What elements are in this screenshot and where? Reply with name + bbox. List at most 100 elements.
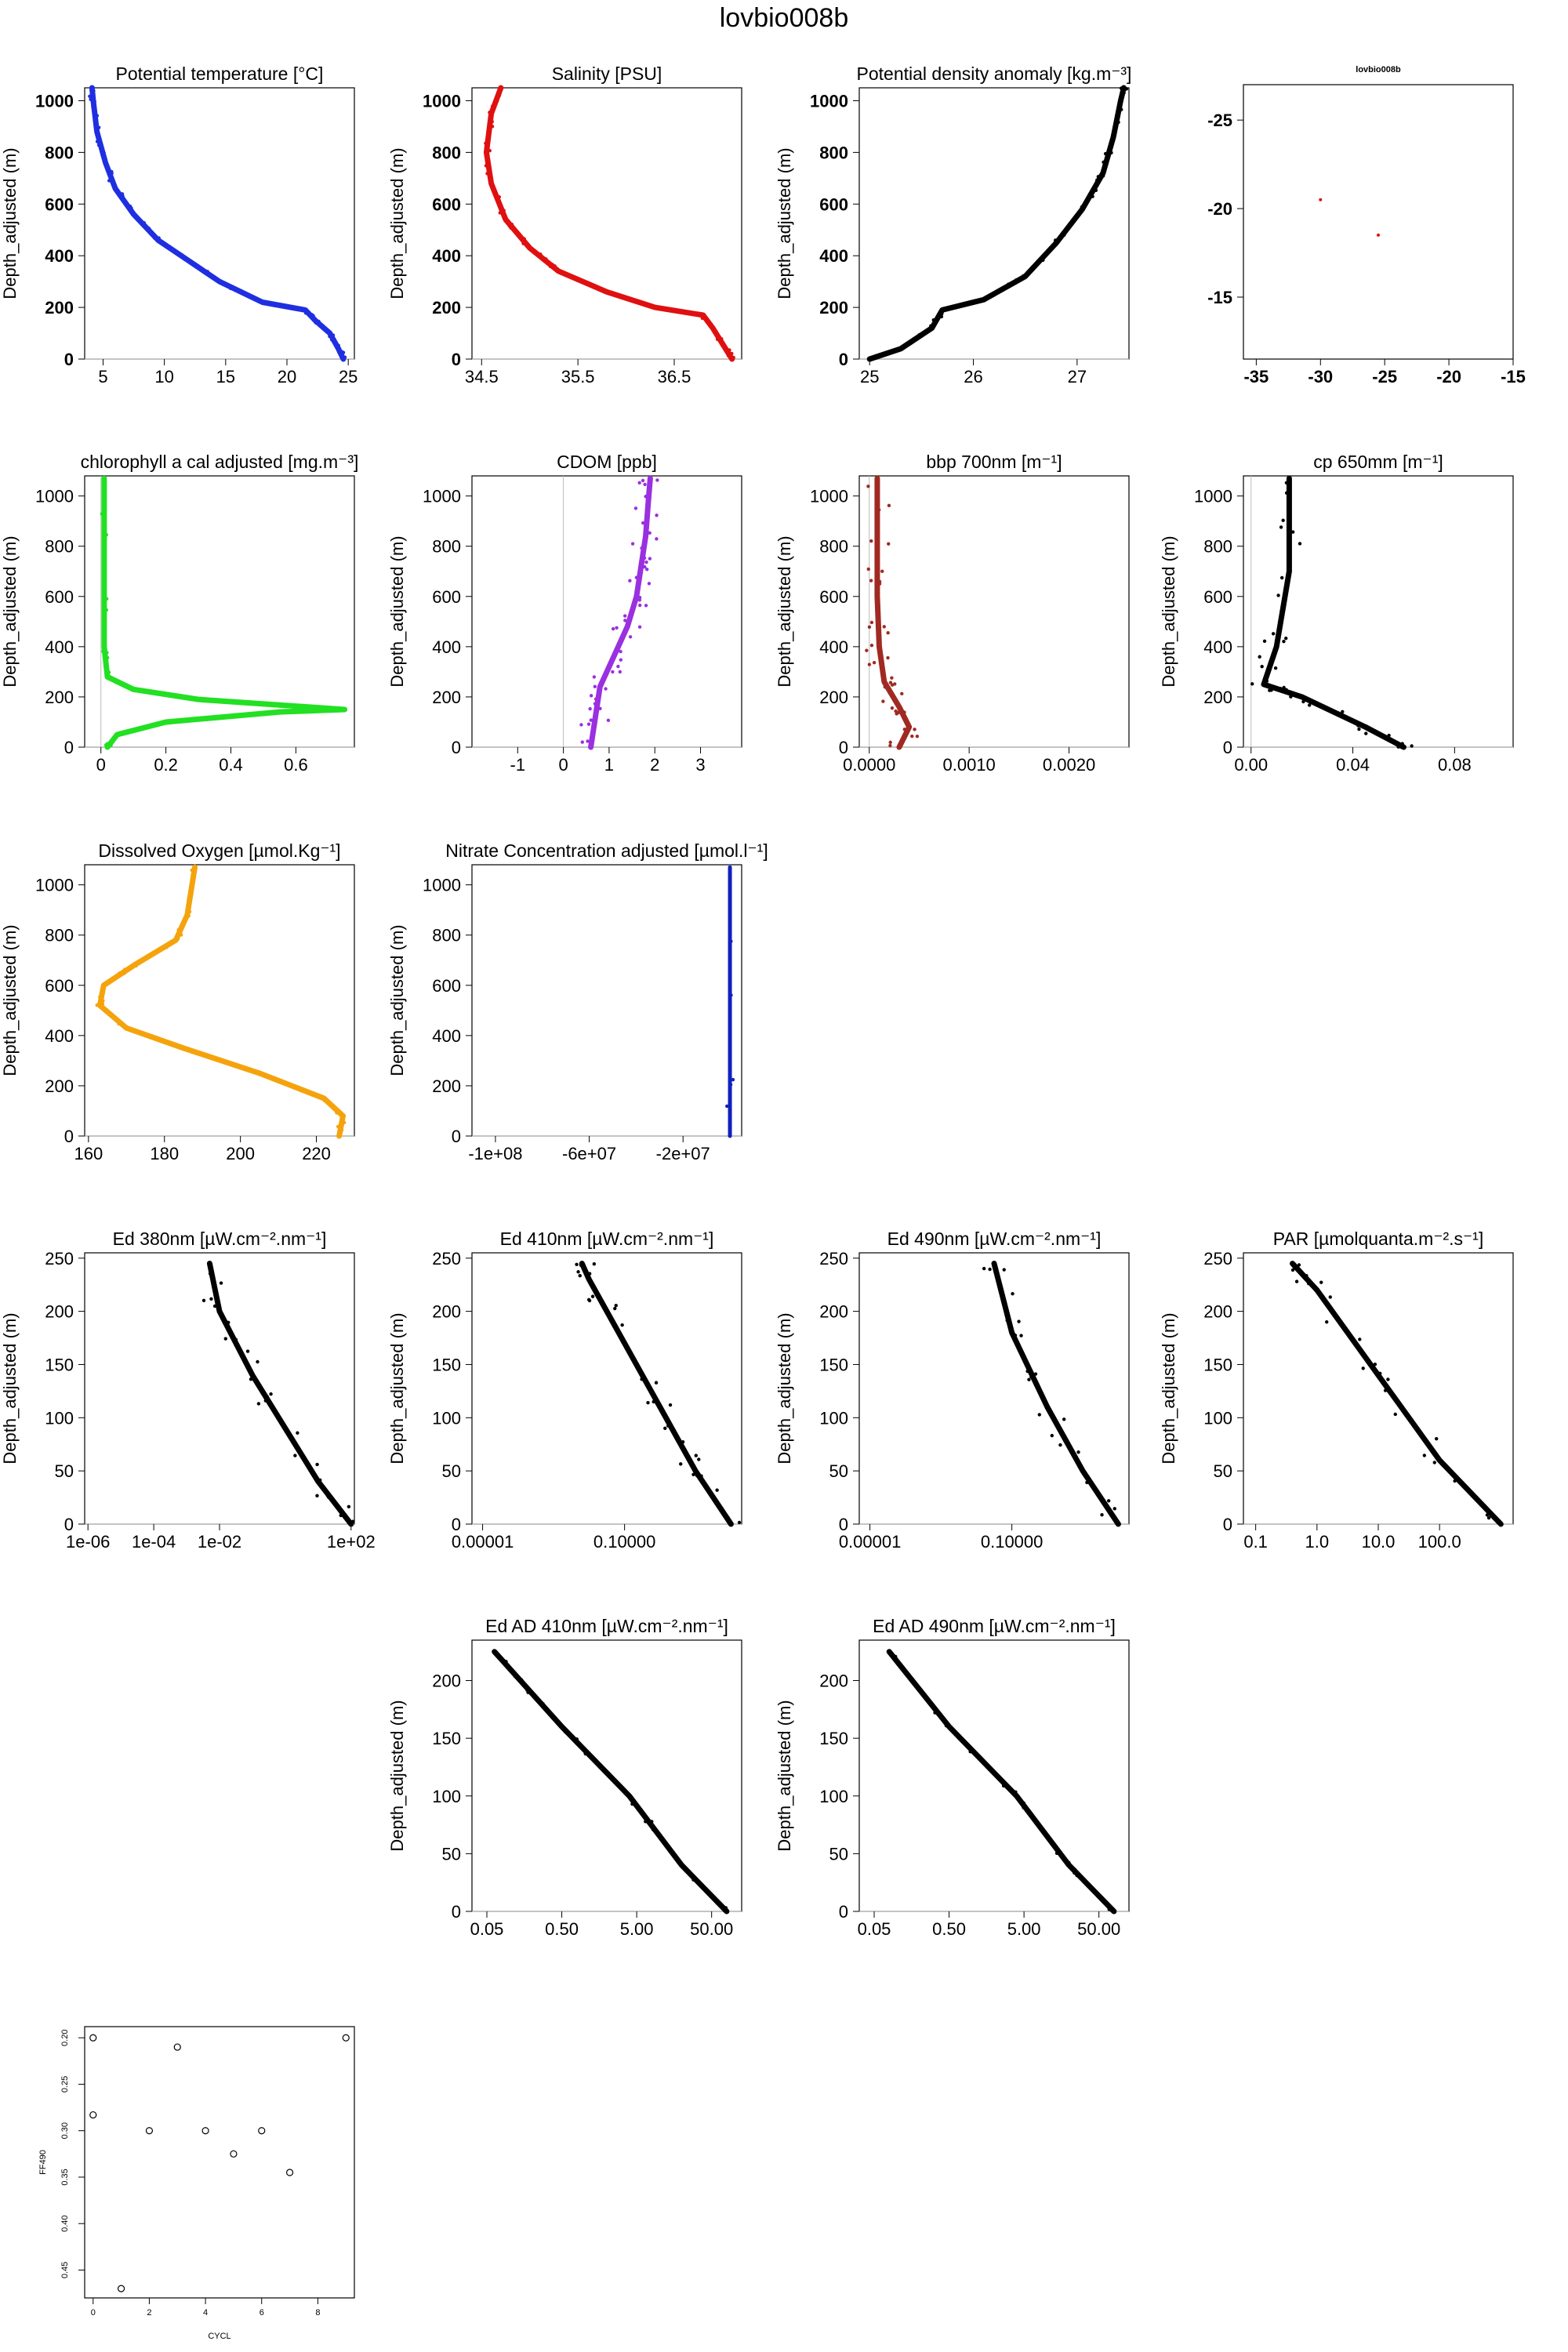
data-point (326, 1495, 331, 1499)
data-point (890, 683, 895, 687)
data-point (1031, 267, 1035, 272)
data-point (630, 1802, 634, 1806)
data-point (1383, 1388, 1388, 1392)
y-tick-label: 200 (432, 298, 461, 318)
data-point (715, 331, 719, 335)
y-axis-label: FF490 (38, 2150, 48, 2175)
y-tick-label: 250 (819, 1249, 848, 1269)
data-point (931, 318, 936, 322)
data-point (310, 313, 314, 317)
data-point (488, 149, 492, 153)
x-tick-label: 220 (302, 1144, 331, 1163)
y-tick-label: 200 (1203, 688, 1232, 707)
data-point (513, 1674, 517, 1679)
data-point (694, 1454, 698, 1457)
panel-title: Nitrate Concentration adjusted [µmol.l⁻¹… (445, 840, 768, 861)
panel-6: CDOM [ppb] Depth_adjusted (m) -1 0 1 2 3 0 200 40… (387, 452, 742, 775)
data-point (1017, 1319, 1021, 1323)
data-point (1033, 1372, 1038, 1376)
data-point (575, 1262, 579, 1266)
data-point (637, 595, 642, 600)
panel-title: bbp 700nm [m⁻¹] (926, 452, 1062, 472)
profile-line (579, 1261, 734, 1527)
data-point (877, 508, 881, 512)
x-tick-label: 5 (98, 367, 107, 387)
data-point (339, 1513, 343, 1518)
y-tick-label: 0 (1223, 738, 1232, 757)
panel-5: chlorophyll a cal adjusted [mg.m⁻³] Depth… (0, 452, 358, 775)
panel-9: Dissolved Oxygen [µmol.Kg⁻¹] Depth_adjust… (0, 840, 355, 1163)
data-point (318, 1479, 321, 1483)
data-point (103, 1009, 107, 1013)
y-tick-label: 1000 (1194, 487, 1232, 506)
data-point (160, 240, 164, 245)
data-point (289, 704, 293, 708)
y-tick-label: 1000 (423, 487, 461, 506)
data-point (1396, 745, 1400, 749)
data-point (699, 313, 702, 317)
data-point (96, 143, 101, 147)
y-axis-label: Depth_adjusted (m) (0, 1312, 20, 1464)
data-point (315, 1494, 319, 1498)
profile-line (492, 1649, 730, 1915)
data-point (588, 706, 592, 711)
data-point (640, 1377, 644, 1381)
data-point (105, 651, 109, 655)
data-point (637, 625, 642, 629)
x-tick-label: 0.05 (470, 1919, 504, 1939)
data-point (343, 355, 347, 359)
data-point (485, 156, 489, 161)
x-tick-label: 0.0020 (1043, 755, 1095, 775)
data-point (187, 914, 191, 918)
data-point (611, 626, 615, 631)
y-tick-label: 0.20 (60, 2030, 70, 2046)
data-point (1012, 1791, 1016, 1795)
profile-line (991, 1261, 1121, 1527)
data-point (1001, 1784, 1006, 1788)
y-tick-label: 800 (45, 537, 74, 557)
data-point (1050, 1433, 1054, 1438)
data-point (895, 712, 898, 716)
data-point (589, 694, 593, 698)
data-point (1059, 1853, 1063, 1857)
x-tick-label: 0.4 (219, 755, 243, 775)
data-point (219, 1281, 223, 1285)
data-point (201, 2127, 209, 2135)
data-point (580, 740, 584, 744)
data-point (960, 303, 964, 308)
data-point (681, 1439, 685, 1444)
data-point (668, 1403, 673, 1407)
data-point (111, 180, 115, 184)
data-point (152, 236, 157, 240)
data-point (490, 125, 495, 129)
data-point (208, 1272, 212, 1276)
data-point (666, 1424, 670, 1428)
data-point (619, 649, 622, 654)
x-tick-label: 0.10000 (593, 1532, 656, 1552)
data-point (875, 564, 879, 568)
data-point (163, 242, 168, 246)
data-point (179, 928, 183, 932)
data-point (1096, 175, 1101, 179)
data-point (586, 722, 591, 726)
y-tick-label: 200 (432, 1076, 461, 1096)
data-point (630, 542, 635, 546)
panel-16: Ed AD 490nm [µW.cm⁻².nm⁻¹] Depth_adjusted… (775, 1616, 1130, 1939)
data-point (578, 1273, 582, 1278)
data-point (225, 1060, 229, 1064)
data-point (1100, 1512, 1104, 1517)
data-point (308, 1091, 312, 1094)
profile-line (588, 475, 653, 750)
x-tick-label: 1e-02 (198, 1532, 241, 1552)
data-point (655, 478, 659, 482)
data-point (1284, 481, 1289, 485)
panel-12: Ed 410nm [µW.cm⁻².nm⁻¹] Depth_adjusted (m… (387, 1229, 742, 1552)
x-tick-label: 4 (203, 2308, 208, 2318)
y-tick-label: 600 (45, 194, 74, 214)
data-point (271, 303, 276, 307)
data-point (616, 664, 620, 669)
panel-title: Salinity [PSU] (552, 64, 662, 84)
data-point (1112, 1507, 1116, 1511)
data-point (118, 971, 122, 975)
